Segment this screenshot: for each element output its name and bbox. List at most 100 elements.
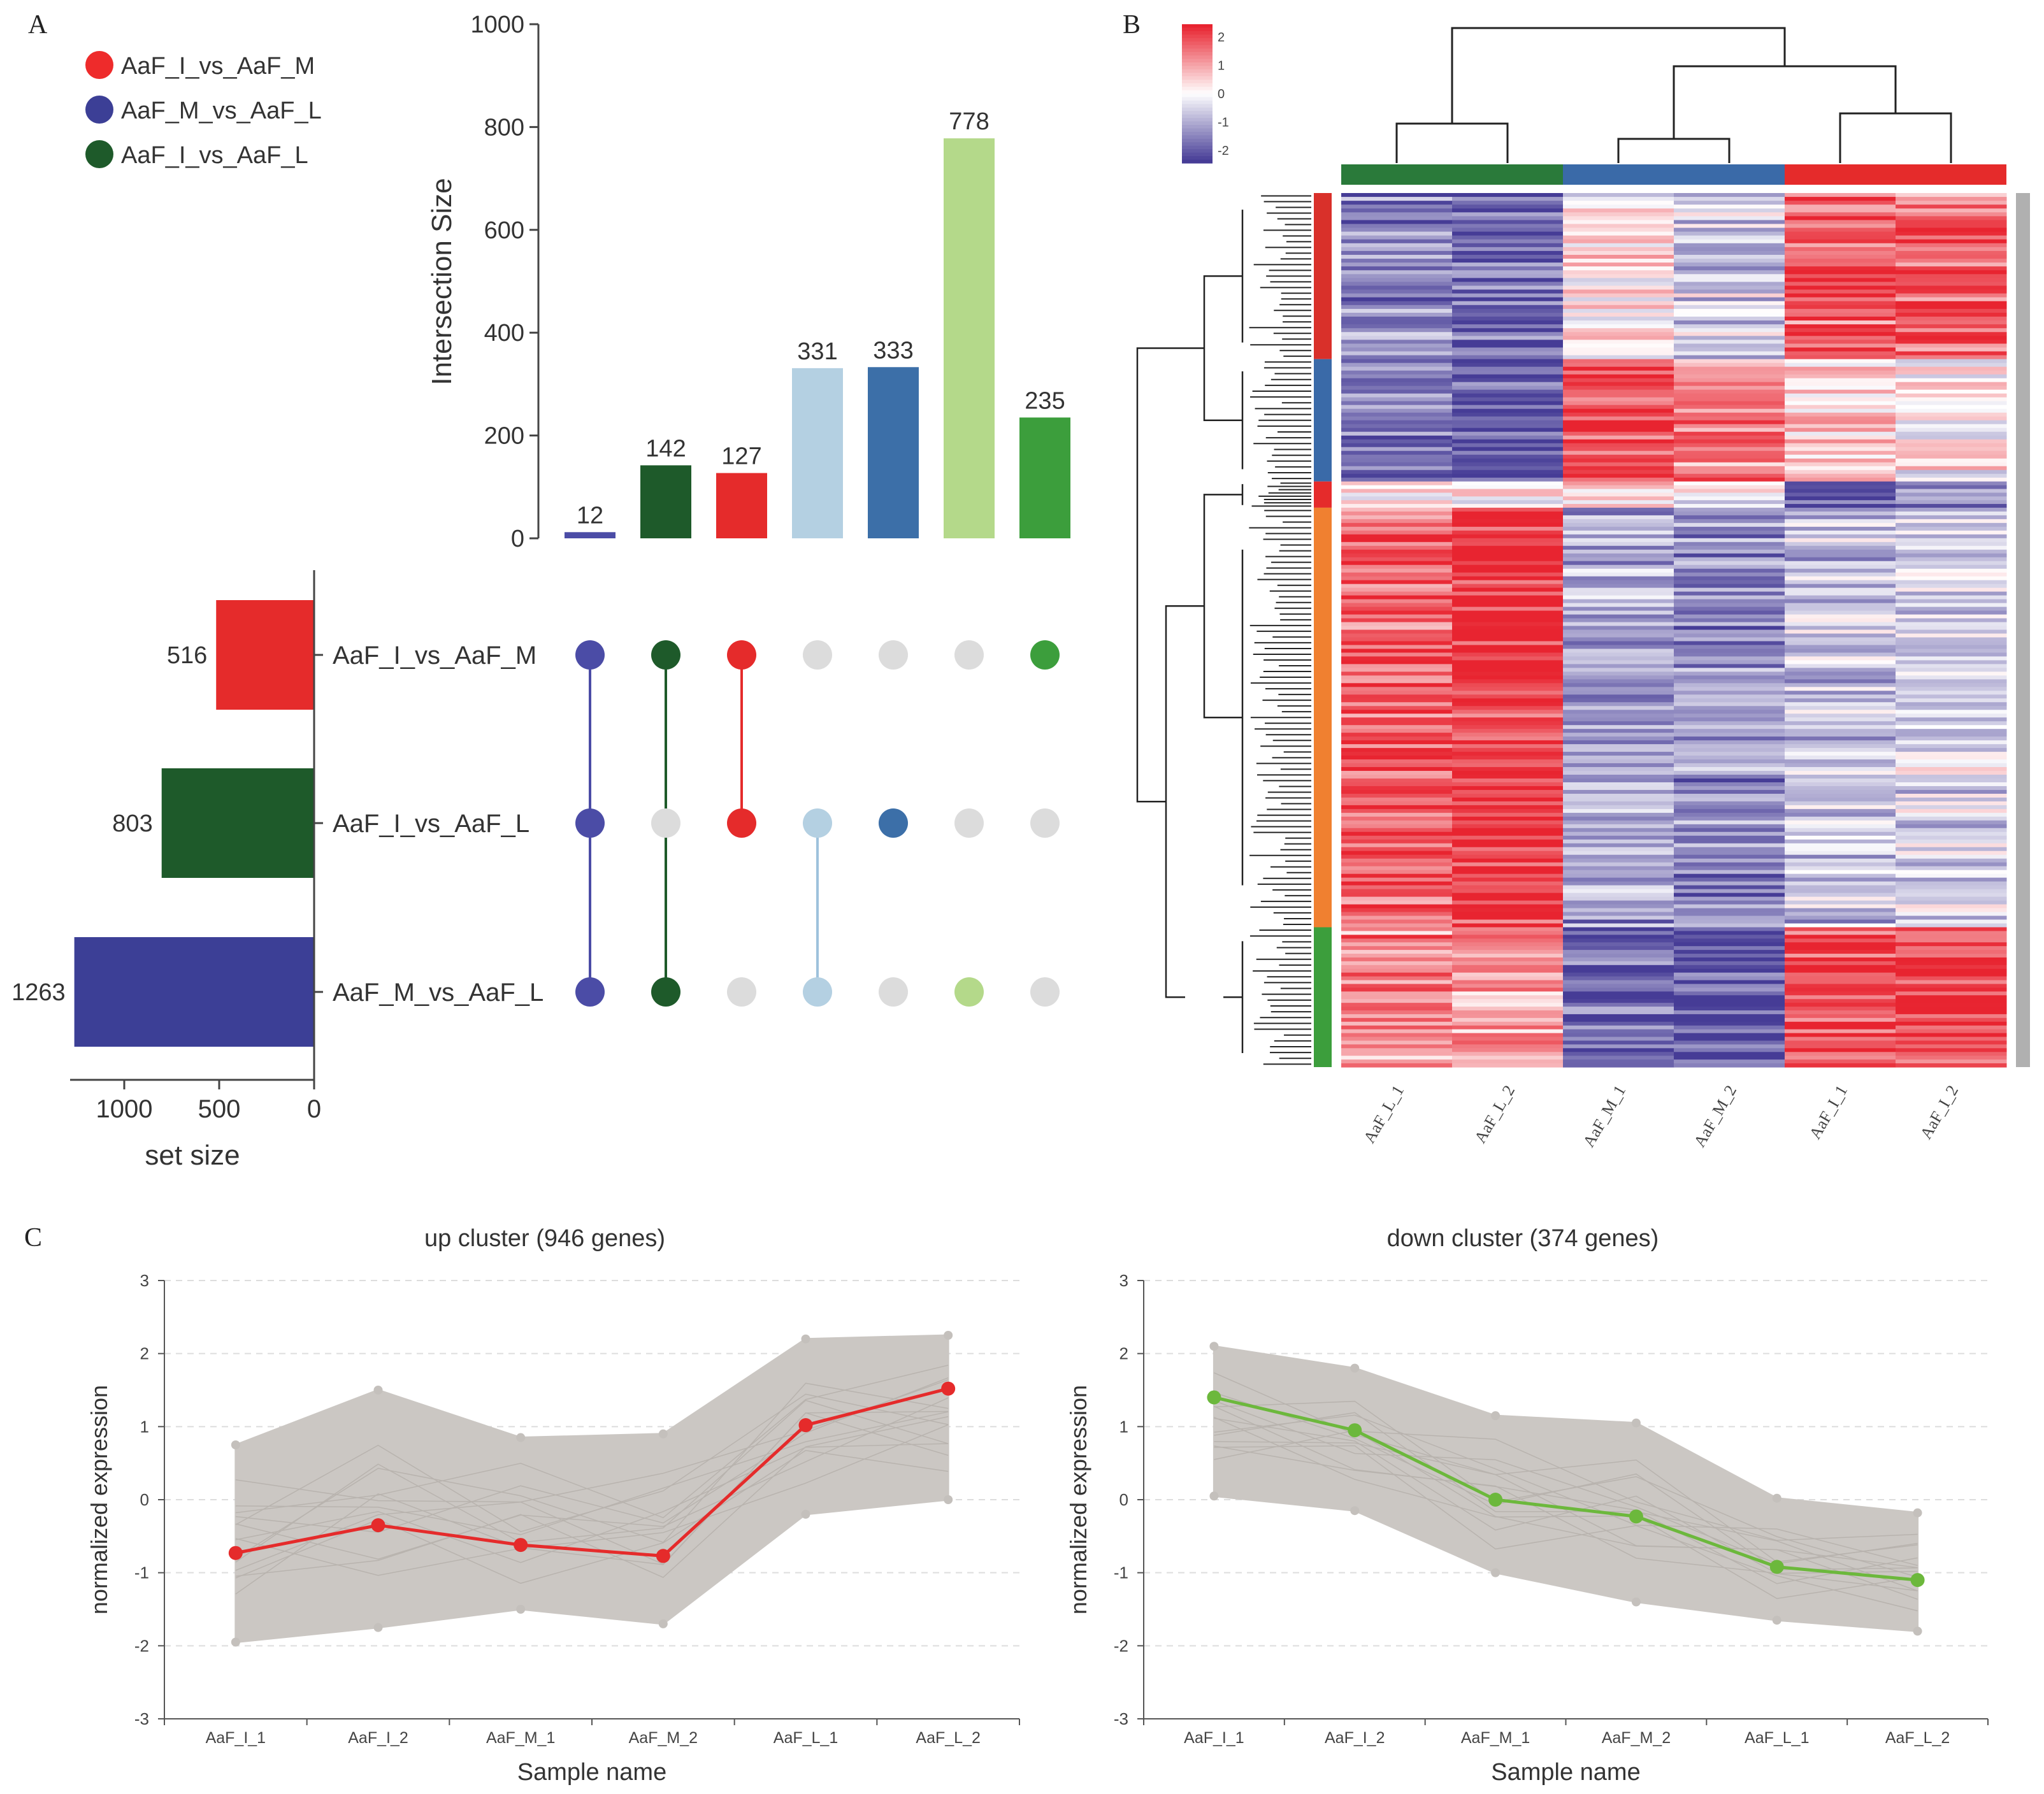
heatmap-cell	[1674, 904, 1785, 909]
heatmap-cell	[1452, 587, 1564, 592]
heatmap-cell	[1341, 675, 1453, 680]
matrix-dot-empty	[879, 977, 908, 1007]
column-group-bar	[1341, 164, 1563, 185]
heatmap-cell	[1563, 416, 1674, 421]
gene-line	[1214, 1414, 1918, 1567]
heatmap-cell	[1563, 278, 1674, 283]
heatmap-cell	[1674, 572, 1785, 577]
heatmap-cell	[1674, 976, 1785, 981]
heatmap-cell	[1563, 606, 1674, 612]
heatmap-cell	[1563, 355, 1674, 360]
heatmap-cell	[1785, 301, 1896, 306]
legend-marker	[85, 51, 113, 79]
heatmap-cell	[1341, 492, 1453, 497]
heatmap-cell	[1563, 694, 1674, 699]
heatmap-cell	[1563, 231, 1674, 236]
heatmap-cell	[1341, 946, 1453, 951]
heatmap-cell	[1785, 431, 1896, 436]
heatmap-cell	[1785, 843, 1896, 848]
heatmap-cell	[1674, 297, 1785, 302]
heatmap-cell	[1896, 710, 2007, 714]
heatmap-cell	[1674, 740, 1785, 745]
heatmap-cell	[1785, 866, 1896, 871]
heatmap-cell	[1341, 912, 1453, 917]
heatmap-cell	[1563, 618, 1674, 623]
heatmap-cell	[1674, 714, 1785, 718]
gene-line	[235, 1443, 949, 1563]
gene-extreme-point	[1772, 1616, 1781, 1625]
heatmap-cell	[1341, 843, 1453, 848]
heatmap-cell	[1674, 466, 1785, 471]
heatmap-cell	[1563, 912, 1674, 917]
color-scale-step	[1182, 135, 1213, 140]
heatmap-cell	[1896, 542, 2007, 547]
y-tick-label: 0	[511, 526, 524, 552]
chart-title: up cluster (946 genes)	[424, 1225, 665, 1252]
heatmap-cell	[1563, 714, 1674, 718]
heatmap-cell	[1563, 227, 1674, 233]
heatmap-cell	[1896, 896, 2007, 901]
heatmap-cell	[1563, 752, 1674, 756]
heatmap-cell	[1785, 991, 1896, 996]
heatmap-cell	[1452, 756, 1564, 760]
mean-point	[656, 1549, 670, 1563]
heatmap-cell	[1452, 691, 1564, 695]
heatmap-cell	[1674, 752, 1785, 756]
heatmap-cell	[1674, 458, 1785, 463]
heatmap-cell	[1785, 470, 1896, 475]
heatmap-cell	[1896, 775, 2007, 779]
matrix-dot-empty	[879, 640, 908, 670]
heatmap-cell	[1563, 477, 1674, 482]
y-axis-title: normalized expression	[86, 1385, 112, 1614]
heatmap-cell	[1563, 1017, 1674, 1023]
heatmap-cell	[1563, 942, 1674, 947]
heatmap-cell	[1452, 775, 1564, 779]
color-scale-step	[1182, 138, 1213, 143]
heatmap-cell	[1452, 1010, 1564, 1015]
heatmap-cell	[1563, 454, 1674, 459]
heatmap-cell	[1452, 504, 1564, 508]
heatmap-cell	[1452, 500, 1564, 505]
heatmap-cell	[1452, 454, 1564, 459]
heatmap-cell	[1341, 968, 1453, 973]
heatmap-cell	[1674, 412, 1785, 417]
heatmap-cell	[1896, 424, 2007, 429]
heatmap-cell	[1452, 995, 1564, 1000]
heatmap-cell	[1785, 847, 1896, 852]
heatmap-cell	[1674, 553, 1785, 558]
heatmap-cell	[1785, 1021, 1896, 1026]
heatmap-cell	[1896, 320, 2007, 325]
heatmap-cell	[1785, 235, 1896, 240]
heatmap-cell	[1896, 1025, 2007, 1030]
heatmap-cell	[1341, 431, 1453, 436]
gene-extreme-point	[801, 1509, 810, 1519]
heatmap-cell	[1341, 336, 1453, 340]
heatmap-cell	[1896, 778, 2007, 783]
heatmap-cell	[1563, 652, 1674, 657]
intersection-bar	[792, 368, 843, 538]
heatmap-cell	[1896, 1007, 2007, 1011]
heatmap-cell	[1896, 824, 2007, 829]
heatmap-cell	[1341, 278, 1453, 283]
heatmap-cell	[1674, 839, 1785, 844]
heatmap-cell	[1896, 919, 2007, 924]
heatmap-cell	[1341, 824, 1453, 829]
heatmap-cell	[1674, 873, 1785, 879]
heatmap-cell	[1785, 220, 1896, 225]
heatmap-cell	[1341, 427, 1453, 433]
heatmap-cell	[1563, 370, 1674, 375]
heatmap-cell	[1896, 954, 2007, 958]
heatmap-cell	[1785, 385, 1896, 391]
heatmap-cell	[1563, 637, 1674, 642]
heatmap-cell	[1452, 274, 1564, 278]
heatmap-cell	[1896, 197, 2007, 201]
heatmap-cell	[1341, 530, 1453, 535]
heatmap-cell	[1563, 957, 1674, 962]
heatmap-cell	[1452, 231, 1564, 236]
gene-line	[1214, 1440, 1918, 1568]
heatmap-cell	[1896, 231, 2007, 236]
heatmap-cell	[1785, 370, 1896, 375]
heatmap-cell	[1563, 324, 1674, 329]
heatmap-cell	[1341, 847, 1453, 852]
heatmap-cell	[1452, 427, 1564, 433]
